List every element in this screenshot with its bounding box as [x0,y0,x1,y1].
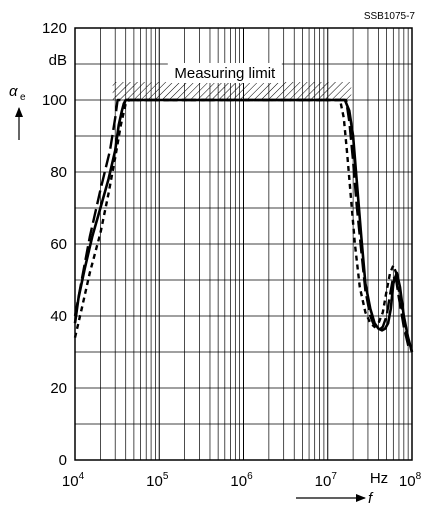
measuring-limit-label-background [167,63,282,83]
y-tick-label: 100 [42,92,67,109]
x-tick-label: 106 [230,471,253,490]
x-tick-labels: 104 105 106 107 108 [62,471,422,490]
y-axis-symbol: α [9,83,18,100]
y-tick-label: 80 [50,164,67,181]
y-tick-label: 120 [42,20,67,37]
x-unit-label: Hz [370,470,388,487]
measuring-limit-band [112,82,352,100]
y-tick-labels: 0 20 40 60 80 100 120 [42,20,67,469]
series-line-solid [73,98,414,353]
measuring-limit-label: Measuring limit [174,65,276,82]
y-axis-label: α e [9,83,26,103]
series-layer [73,98,414,353]
y-tick-label: 60 [50,236,67,253]
x-tick-label: 104 [62,471,85,490]
series-line-dashed [73,98,411,349]
plot-frame [74,27,413,461]
y-axis-subscript: e [20,92,26,103]
y-tick-label: 0 [59,452,67,469]
chart-code: SSB1075-7 [364,11,416,22]
y-unit-label: dB [49,52,67,69]
y-tick-label: 40 [50,308,67,325]
x-tick-label: 107 [315,471,338,490]
x-tick-label: 108 [399,471,422,490]
x-axis-label: f [368,490,374,507]
series-line-dotted [73,98,414,353]
x-tick-label: 105 [146,471,169,490]
y-tick-label: 20 [50,380,67,397]
